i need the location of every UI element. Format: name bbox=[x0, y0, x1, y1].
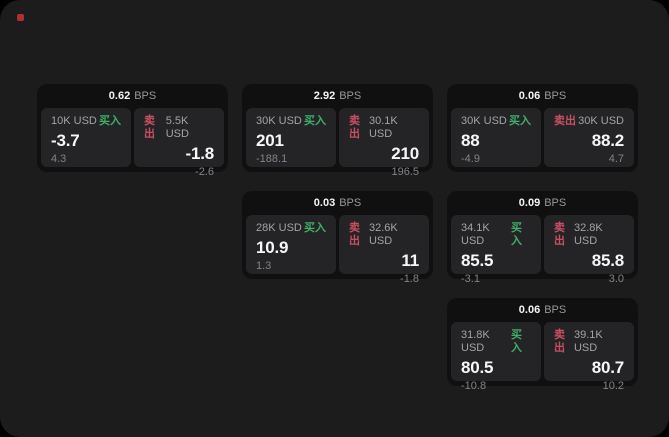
buy-panel[interactable]: 28K USD 买入 10.9 1.3 bbox=[246, 215, 336, 274]
sell-panel[interactable]: 卖出 32.8K USD 85.8 3.0 bbox=[544, 215, 634, 285]
bps-value: 0.09 bbox=[518, 197, 541, 209]
sell-delta: 10.2 bbox=[602, 380, 624, 392]
sell-price: 210 bbox=[391, 144, 419, 163]
panels-row: 31.8K USD 买入 80.5 -10.8 卖出 39.1K USD 80.… bbox=[447, 322, 638, 392]
buy-amount: 30K USD bbox=[256, 115, 302, 127]
buy-side-label: 买入 bbox=[511, 222, 523, 247]
buy-price: -3.7 bbox=[51, 131, 80, 150]
buy-delta: 1.3 bbox=[256, 260, 272, 272]
bps-unit-label: BPS bbox=[339, 90, 362, 102]
sell-side-label: 卖出 bbox=[144, 115, 155, 140]
sell-panel[interactable]: 卖出 32.6K USD 11 -1.8 bbox=[339, 215, 429, 285]
sell-panel[interactable]: 卖出 30.1K USD 210 196.5 bbox=[339, 108, 429, 178]
card-header: 0.03 BPS bbox=[242, 191, 433, 215]
buy-amount: 34.1K USD bbox=[461, 222, 490, 247]
quote-card: 0.06 BPS 30K USD 买入 88 -4.9 卖出 30K USD 8… bbox=[447, 84, 638, 172]
bps-value: 0.62 bbox=[108, 90, 131, 102]
buy-amount: 31.8K USD bbox=[461, 329, 490, 354]
sell-price: 80.7 bbox=[591, 358, 624, 377]
sell-panel[interactable]: 卖出 30K USD 88.2 4.7 bbox=[544, 108, 634, 167]
bps-value: 0.03 bbox=[313, 197, 336, 209]
sell-delta: 3.0 bbox=[608, 273, 624, 285]
quote-card: 0.03 BPS 28K USD 买入 10.9 1.3 卖出 32.6K US… bbox=[242, 191, 433, 285]
sell-delta: -2.6 bbox=[195, 166, 214, 178]
sell-amount: 39.1K USD bbox=[573, 329, 603, 354]
sell-delta: -1.8 bbox=[400, 273, 419, 285]
buy-panel[interactable]: 34.1K USD 买入 85.5 -3.1 bbox=[451, 215, 541, 285]
buy-amount: 30K USD bbox=[461, 115, 507, 127]
sell-amount: 30.1K USD bbox=[368, 115, 398, 140]
sell-amount: 5.5K USD bbox=[165, 115, 189, 140]
buy-amount: 28K USD bbox=[256, 222, 302, 234]
quote-card: 0.06 BPS 31.8K USD 买入 80.5 -10.8 卖出 39.1… bbox=[447, 298, 638, 392]
buy-side-label: 买入 bbox=[99, 115, 121, 127]
panels-row: 10K USD 买入 -3.7 4.3 卖出 5.5K USD -1.8 -2.… bbox=[37, 108, 228, 178]
buy-delta: -188.1 bbox=[256, 153, 288, 165]
card-header: 0.06 BPS bbox=[447, 84, 638, 108]
bps-unit-label: BPS bbox=[134, 90, 157, 102]
quote-card: 2.92 BPS 30K USD 买入 201 -188.1 卖出 30.1K … bbox=[242, 84, 433, 178]
buy-side-label: 买入 bbox=[509, 115, 531, 127]
panels-row: 28K USD 买入 10.9 1.3 卖出 32.6K USD 11 -1.8 bbox=[242, 215, 433, 285]
sell-side-label: 卖出 bbox=[349, 222, 360, 247]
buy-delta: -4.9 bbox=[461, 153, 480, 165]
sell-price: 11 bbox=[401, 251, 419, 270]
buy-side-label: 买入 bbox=[304, 222, 326, 234]
bps-value: 2.92 bbox=[313, 90, 336, 102]
quote-card: 0.09 BPS 34.1K USD 买入 85.5 -3.1 卖出 32.8K… bbox=[447, 191, 638, 285]
buy-side-label: 买入 bbox=[511, 329, 523, 354]
sell-amount: 30K USD bbox=[578, 115, 624, 127]
buy-delta: -3.1 bbox=[461, 273, 480, 285]
card-header: 0.09 BPS bbox=[447, 191, 638, 215]
sell-price: 88.2 bbox=[591, 131, 624, 150]
buy-price: 201 bbox=[256, 131, 284, 150]
card-header: 2.92 BPS bbox=[242, 84, 433, 108]
buy-delta: -10.8 bbox=[461, 380, 487, 392]
sell-side-label: 卖出 bbox=[554, 115, 576, 127]
bps-unit-label: BPS bbox=[544, 304, 567, 316]
bps-unit-label: BPS bbox=[544, 197, 567, 209]
bps-unit-label: BPS bbox=[339, 197, 362, 209]
bps-value: 0.06 bbox=[518, 90, 541, 102]
sell-panel[interactable]: 卖出 5.5K USD -1.8 -2.6 bbox=[134, 108, 224, 178]
buy-side-label: 买入 bbox=[304, 115, 326, 127]
sell-delta: 196.5 bbox=[391, 166, 419, 178]
panels-row: 30K USD 买入 88 -4.9 卖出 30K USD 88.2 4.7 bbox=[447, 108, 638, 167]
sell-price: -1.8 bbox=[185, 144, 215, 163]
card-header: 0.06 BPS bbox=[447, 298, 638, 322]
panels-row: 30K USD 买入 201 -188.1 卖出 30.1K USD 210 1… bbox=[242, 108, 433, 178]
sell-side-label: 卖出 bbox=[554, 329, 565, 354]
sell-amount: 32.6K USD bbox=[368, 222, 398, 247]
quote-card: 0.62 BPS 10K USD 买入 -3.7 4.3 卖出 5.5K USD… bbox=[37, 84, 228, 178]
buy-panel[interactable]: 30K USD 买入 201 -188.1 bbox=[246, 108, 336, 167]
bps-unit-label: BPS bbox=[544, 90, 567, 102]
card-header: 0.62 BPS bbox=[37, 84, 228, 108]
buy-price: 80.5 bbox=[461, 358, 494, 377]
buy-price: 10.9 bbox=[256, 238, 289, 257]
buy-price: 88 bbox=[461, 131, 480, 150]
buy-panel[interactable]: 30K USD 买入 88 -4.9 bbox=[451, 108, 541, 167]
red-status-dot bbox=[17, 14, 24, 21]
bps-value: 0.06 bbox=[518, 304, 541, 316]
sell-price: 85.8 bbox=[591, 251, 624, 270]
sell-delta: 4.7 bbox=[608, 153, 624, 165]
buy-panel[interactable]: 31.8K USD 买入 80.5 -10.8 bbox=[451, 322, 541, 392]
sell-side-label: 卖出 bbox=[554, 222, 565, 247]
buy-panel[interactable]: 10K USD 买入 -3.7 4.3 bbox=[41, 108, 131, 167]
buy-price: 85.5 bbox=[461, 251, 494, 270]
sell-side-label: 卖出 bbox=[349, 115, 360, 140]
buy-delta: 4.3 bbox=[51, 153, 67, 165]
buy-amount: 10K USD bbox=[51, 115, 97, 127]
sell-amount: 32.8K USD bbox=[573, 222, 603, 247]
sell-panel[interactable]: 卖出 39.1K USD 80.7 10.2 bbox=[544, 322, 634, 392]
panels-row: 34.1K USD 买入 85.5 -3.1 卖出 32.8K USD 85.8… bbox=[447, 215, 638, 285]
